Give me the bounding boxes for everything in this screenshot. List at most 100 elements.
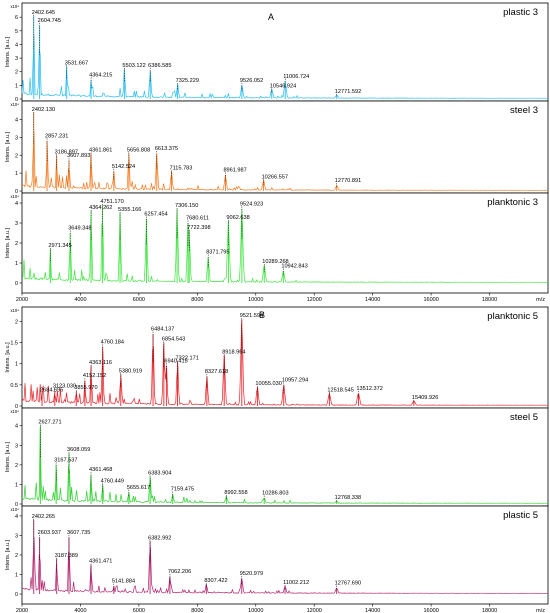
spectrum-panel-planktonic-5: 0 0.5 1 1.5 2 Intens. [a.u.] x10⁴ 2684.6953123.… bbox=[5, 306, 549, 410]
x-tick-label: 18000 bbox=[482, 608, 497, 613]
peak-label: 8992.558 bbox=[224, 490, 247, 496]
peak-label: 6940.415 bbox=[164, 358, 187, 364]
peak-label: 6613.375 bbox=[155, 146, 178, 152]
panel-frame bbox=[21, 192, 549, 294]
peak-label: 3123.030 bbox=[53, 384, 76, 390]
peak-label: 6383.904 bbox=[148, 471, 171, 477]
peak-label: 7680.611 bbox=[186, 216, 209, 222]
peak-label: 2603.937 bbox=[38, 530, 61, 536]
peak-label: 10055.030 bbox=[255, 381, 281, 387]
peak-label: 2971.345 bbox=[48, 243, 71, 249]
x-tick-label: 4000 bbox=[74, 297, 86, 303]
peak-label: 6854.543 bbox=[162, 337, 185, 343]
peak-label: 9524.923 bbox=[240, 202, 263, 208]
peak-label: 2402.130 bbox=[32, 107, 55, 113]
peak-label: 12768.338 bbox=[335, 495, 361, 501]
y-axis-label: Intens. [a.u.] bbox=[5, 441, 11, 472]
x-tick-label: 6000 bbox=[133, 608, 145, 613]
y-axis-label: Intens. [a.u.] bbox=[5, 227, 11, 258]
peak-label: 7159.475 bbox=[171, 487, 194, 493]
panel-frame bbox=[21, 407, 549, 507]
peak-label: 12767.690 bbox=[335, 581, 361, 587]
x-tick-label: 12000 bbox=[307, 608, 322, 613]
spectrum-panel-steel-5: 0 1 2 3 4 Intens. [a.u.] x10⁴ 2627.271 3167.537 3… bbox=[5, 407, 549, 508]
peak-label: 4751.170 bbox=[100, 199, 123, 205]
x-tick-label: 12000 bbox=[307, 297, 322, 303]
peak-label: 3855.970 bbox=[74, 385, 97, 391]
y-tick-label: 3 bbox=[15, 135, 18, 141]
peak-label: 10957.294 bbox=[282, 377, 308, 383]
peak-label: 8918.964 bbox=[222, 349, 245, 355]
y-tick-label: 5 bbox=[15, 29, 18, 35]
peak-label: 2684.695 bbox=[40, 387, 63, 393]
y-exponent-label: x10⁴ bbox=[10, 507, 19, 512]
peak-label: 8327.618 bbox=[205, 369, 228, 375]
peak-label: 4152.152 bbox=[83, 373, 106, 379]
x-tick-label: 4000 bbox=[74, 608, 86, 613]
spectrum-trace bbox=[21, 323, 548, 406]
panel-name: planktonic 5 bbox=[487, 311, 538, 322]
peak-label: 3187.389 bbox=[55, 553, 78, 559]
peak-label: 12770.891 bbox=[335, 178, 361, 184]
spectrum-trace bbox=[21, 131, 549, 191]
y-axis-label: Intens. [a.u.] bbox=[5, 342, 11, 373]
y-tick-label: 1.5 bbox=[10, 341, 18, 347]
x-tick-label: 16000 bbox=[423, 297, 438, 303]
y-tick-label: 1 bbox=[15, 362, 18, 368]
spectrum-trace bbox=[21, 213, 548, 283]
peak-label: 5142.524 bbox=[112, 164, 135, 170]
x-tick-label: 8000 bbox=[191, 297, 203, 303]
y-tick-label: 1 bbox=[15, 261, 18, 267]
x-tick-label: 16000 bbox=[423, 608, 438, 613]
peak-label: 5380.919 bbox=[119, 368, 142, 374]
y-tick-label: 2 bbox=[15, 319, 18, 325]
peak-label: 7115.783 bbox=[169, 165, 192, 171]
peak-label: 5355.166 bbox=[118, 207, 141, 213]
y-tick-label: 1 bbox=[15, 482, 18, 488]
y-tick-label: 3 bbox=[15, 533, 18, 539]
x-tick-label: 2000 bbox=[16, 608, 28, 613]
panel-name: steel 3 bbox=[510, 105, 538, 116]
peak-label: 6382.992 bbox=[148, 535, 171, 541]
peak-label: 6257.454 bbox=[144, 212, 167, 218]
peak-label: 10289.268 bbox=[262, 259, 288, 265]
peak-label: 2402.265 bbox=[32, 514, 55, 520]
y-tick-label: 0.5 bbox=[10, 383, 18, 389]
x-tick-label: 6000 bbox=[133, 297, 145, 303]
panel-frame bbox=[21, 100, 549, 194]
section-label-b: B bbox=[259, 310, 265, 320]
peak-label: 2604.745 bbox=[38, 18, 61, 24]
x-axis-unit: m/z bbox=[536, 608, 545, 613]
y-exponent-label: x10⁴ bbox=[10, 102, 19, 107]
peak-label: 6484.137 bbox=[151, 327, 174, 333]
y-tick-label: 1 bbox=[15, 171, 18, 177]
peak-label: 15409.926 bbox=[412, 395, 438, 401]
peak-label: 13512.372 bbox=[356, 386, 382, 392]
y-tick-label: 4 bbox=[15, 514, 18, 520]
peak-label: 9521.594 bbox=[240, 313, 263, 319]
y-exponent-label: x10⁴ bbox=[10, 308, 19, 313]
y-tick-label: 3 bbox=[15, 56, 18, 62]
peak-label: 5503.122 bbox=[122, 63, 145, 69]
peak-label: 10942.843 bbox=[281, 264, 307, 270]
peak-label: 8961.987 bbox=[223, 167, 246, 173]
panel-frame bbox=[21, 306, 549, 409]
y-axis-label: Intens. [a.u.] bbox=[5, 131, 11, 162]
y-tick-label: 4 bbox=[15, 201, 18, 207]
y-exponent-label: x10⁴ bbox=[10, 409, 19, 414]
peak-label: 3649.348 bbox=[68, 226, 91, 232]
peak-label: 7306.150 bbox=[175, 203, 198, 209]
peak-label: 11002.212 bbox=[283, 580, 309, 586]
x-axis-unit: m/z bbox=[536, 297, 545, 303]
x-tick-label: 14000 bbox=[365, 297, 380, 303]
peak-label: 3186.897 bbox=[55, 149, 78, 155]
peak-label: 12771.592 bbox=[335, 89, 361, 95]
peak-label: 2627.271 bbox=[38, 420, 61, 426]
x-tick-label: 18000 bbox=[482, 297, 497, 303]
peak-label: 3607.893 bbox=[67, 153, 90, 159]
peak-label: 7322.171 bbox=[176, 356, 199, 362]
panel-name: planktonic 3 bbox=[487, 197, 538, 208]
x-tick-label: 8000 bbox=[191, 608, 203, 613]
y-tick-label: 0 bbox=[15, 502, 18, 508]
